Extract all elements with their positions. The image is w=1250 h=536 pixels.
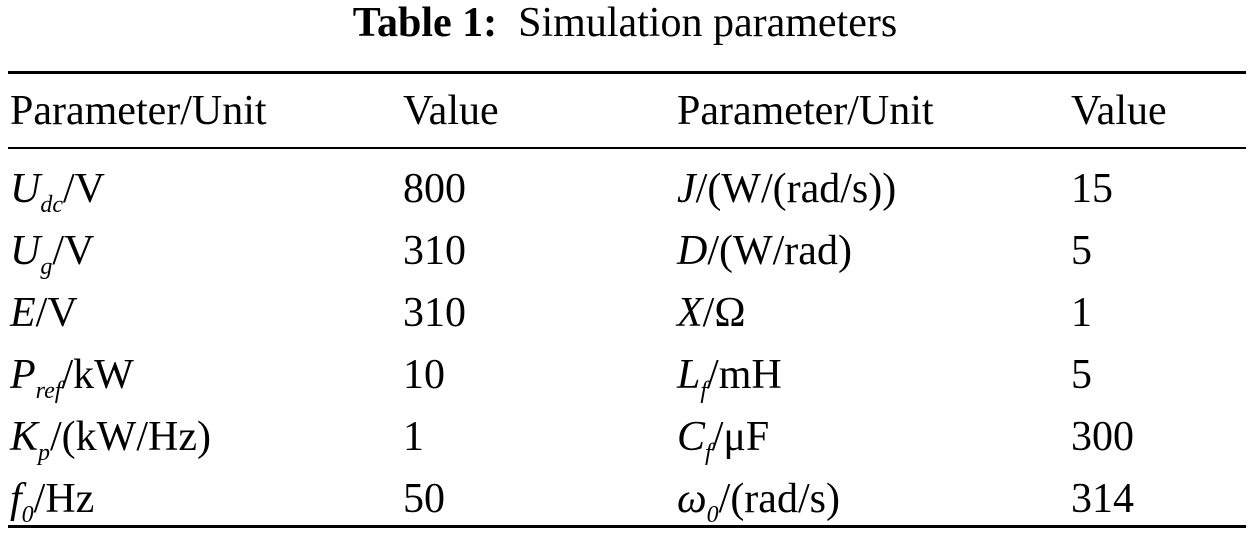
value-cell: 1 <box>403 414 424 460</box>
parameter-unit: /Hz <box>33 476 95 522</box>
parameter-cell: ω0/(rad/s) <box>677 468 840 536</box>
parameter-subscript: ref <box>35 378 62 404</box>
parameter-subscript: dc <box>40 192 63 218</box>
table-row: Udc/V 800 J/(W/(rad/s)) 15 <box>0 158 1250 220</box>
value-cell: 300 <box>1071 414 1134 460</box>
parameter-unit: /(rad/s) <box>718 476 840 522</box>
value-cell: 5 <box>1071 352 1092 398</box>
table-row: Ug/V 310 D/(W/rad) 5 <box>0 220 1250 282</box>
parameter-unit: /V <box>35 290 78 336</box>
value-cell: 10 <box>403 352 445 398</box>
value-cell: 5 <box>1071 228 1092 274</box>
parameter-symbol: U <box>10 166 41 212</box>
table-caption-label: Table 1: <box>352 0 498 46</box>
parameter-cell: Lf/mH <box>677 344 782 412</box>
parameter-symbol: J <box>677 166 696 212</box>
parameter-symbol: E <box>10 290 36 336</box>
header-value-2: Value <box>1071 88 1167 134</box>
parameter-cell: Ug/V <box>10 220 94 288</box>
parameter-subscript: 0 <box>706 502 719 528</box>
parameter-unit: /(kW/Hz) <box>50 414 211 460</box>
parameter-symbol: ω <box>677 476 707 522</box>
value-cell: 800 <box>403 166 466 212</box>
table-caption: Table 1: Simulation parameters <box>0 0 1250 52</box>
parameter-cell: X/Ω <box>677 282 746 350</box>
parameter-unit: /kW <box>61 352 134 398</box>
parameter-unit: /μF <box>711 414 770 460</box>
header-value-1: Value <box>403 88 499 134</box>
table-row: Kp/(kW/Hz) 1 Cf/μF 300 <box>0 406 1250 468</box>
header-parameter-unit-1: Parameter/Unit <box>10 88 267 134</box>
table-caption-title: Simulation parameters <box>518 0 898 46</box>
parameter-cell: J/(W/(rad/s)) <box>677 158 896 226</box>
table-bottom-rule <box>8 525 1246 528</box>
parameter-cell: Udc/V <box>10 158 105 226</box>
parameter-symbol: U <box>10 228 41 274</box>
parameter-unit: /(W/rad) <box>707 228 852 274</box>
table-header-rule <box>8 147 1246 149</box>
parameter-cell: Cf/μF <box>677 406 769 474</box>
parameter-cell: Pref/kW <box>10 344 134 412</box>
parameter-symbol: L <box>677 352 701 398</box>
parameter-unit: /V <box>63 166 105 212</box>
parameter-subscript: 0 <box>21 502 34 528</box>
parameter-subscript: f <box>705 440 712 466</box>
table-top-rule <box>8 71 1246 74</box>
table-row: E/V 310 X/Ω 1 <box>0 282 1250 344</box>
parameter-symbol: X <box>677 290 703 336</box>
parameter-symbol: P <box>10 352 36 398</box>
parameter-cell: f0/Hz <box>10 468 94 536</box>
parameter-unit: /mH <box>707 352 782 398</box>
parameter-symbol: D <box>677 228 708 274</box>
table-row: Pref/kW 10 Lf/mH 5 <box>0 344 1250 406</box>
parameter-subscript: g <box>40 254 53 280</box>
table-header-row: Parameter/Unit Value Parameter/Unit Valu… <box>0 80 1250 142</box>
header-parameter-unit-2: Parameter/Unit <box>677 88 934 134</box>
parameter-unit: /V <box>52 228 95 274</box>
parameter-cell: D/(W/rad) <box>677 220 852 288</box>
table-row: f0/Hz 50 ω0/(rad/s) 314 <box>0 468 1250 530</box>
parameter-symbol: C <box>677 414 706 460</box>
parameter-symbol: K <box>10 414 39 460</box>
parameter-subscript: p <box>38 440 51 466</box>
parameter-unit: /Ω <box>702 290 746 336</box>
value-cell: 314 <box>1071 476 1134 522</box>
parameter-unit: /(W/(rad/s)) <box>695 166 897 212</box>
parameter-cell: E/V <box>10 282 78 350</box>
parameter-symbol: f <box>10 476 22 522</box>
value-cell: 15 <box>1071 166 1113 212</box>
parameter-subscript: f <box>700 378 708 404</box>
value-cell: 1 <box>1071 290 1092 336</box>
value-cell: 310 <box>403 228 466 274</box>
value-cell: 50 <box>403 476 445 522</box>
value-cell: 310 <box>403 290 466 336</box>
parameter-cell: Kp/(kW/Hz) <box>10 406 211 474</box>
